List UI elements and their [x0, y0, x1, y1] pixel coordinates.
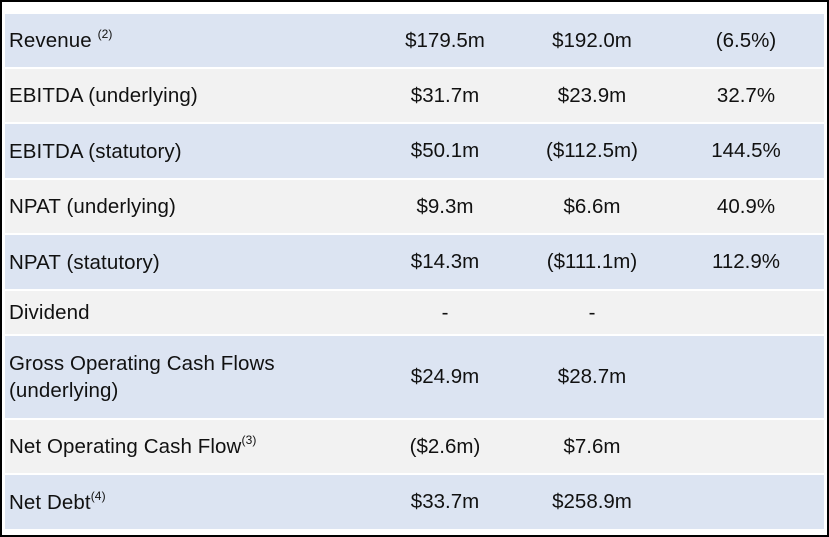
prior-period-value: $7.6m: [563, 434, 621, 458]
current-period-value: $24.9m: [410, 365, 480, 388]
table-row-ebitda-statutory: EBITDA (statutory) $50.1m ($112.5m) 144.…: [5, 124, 824, 178]
prior-period-value: $258.9m: [552, 490, 632, 513]
row-label: Dividend: [9, 301, 90, 324]
prior-period-value: $6.6m: [563, 194, 621, 218]
prior-period-value: $23.9m: [557, 83, 627, 107]
row-label: NPAT (underlying): [9, 195, 176, 218]
table-row-net-debt: Net Debt(4) $33.7m $258.9m: [5, 475, 824, 529]
footnote-ref: (3): [241, 433, 257, 447]
change-value: 144.5%: [711, 139, 781, 162]
table-row-gross-operating-cash-flows: Gross Operating Cash Flows (underlying) $…: [5, 336, 824, 418]
change-value: 40.9%: [716, 194, 776, 218]
change-value: (6.5%): [715, 28, 777, 52]
row-label: Net Operating Cash Flow(3): [9, 433, 257, 458]
prior-period-value: ($111.1m): [546, 250, 638, 273]
prior-period-value: -: [588, 300, 596, 324]
change-value: 32.7%: [716, 83, 776, 107]
table-row-npat-statutory: NPAT (statutory) $14.3m ($111.1m) 112.9%: [5, 235, 824, 289]
row-label: Net Debt(4): [9, 488, 106, 514]
current-period-value: ($2.6m): [409, 434, 481, 458]
current-period-value: $31.7m: [410, 83, 480, 107]
prior-period-value: $192.0m: [552, 28, 632, 52]
table-row-dividend: Dividend - -: [5, 291, 824, 334]
row-label: NPAT (statutory): [9, 250, 160, 274]
table-row-net-operating-cash-flow: Net Operating Cash Flow(3) ($2.6m) $7.6m: [5, 420, 824, 473]
current-period-value: $14.3m: [410, 250, 480, 273]
prior-period-value: $28.7m: [557, 365, 627, 388]
table-row-npat-underlying: NPAT (underlying) $9.3m $6.6m 40.9%: [5, 180, 824, 233]
footnote-ref: (4): [90, 488, 106, 503]
current-period-value: $33.7m: [410, 490, 480, 513]
change-value: 112.9%: [711, 250, 780, 273]
table-row-ebitda-underlying: EBITDA (underlying) $31.7m $23.9m 32.7%: [5, 69, 824, 122]
prior-period-value: ($112.5m): [546, 139, 638, 162]
row-label: EBITDA (statutory): [9, 139, 182, 163]
current-period-value: $50.1m: [410, 139, 480, 162]
row-label: Revenue (2): [9, 27, 113, 52]
row-label: Gross Operating Cash Flows (underlying): [9, 352, 275, 402]
table-row-revenue: Revenue (2) $179.5m $192.0m (6.5%): [5, 14, 824, 67]
current-period-value: -: [441, 300, 449, 324]
footnote-ref: (2): [97, 27, 113, 41]
current-period-value: $9.3m: [416, 194, 474, 218]
row-label: EBITDA (underlying): [9, 84, 198, 107]
current-period-value: $179.5m: [405, 28, 485, 52]
